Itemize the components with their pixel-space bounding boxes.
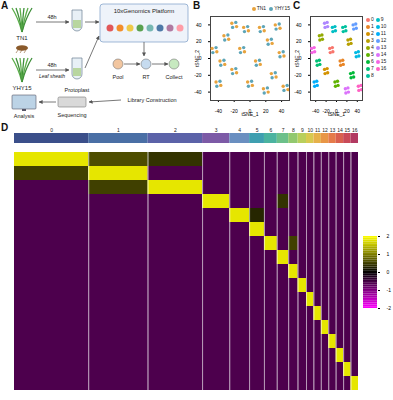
svg-text:1: 1	[117, 127, 120, 133]
html-text:15: 15	[380, 58, 387, 64]
svg-text:Leaf sheath: Leaf sheath	[39, 73, 65, 79]
html-text:3: 3	[371, 37, 374, 43]
svg-text:-40: -40	[215, 108, 222, 114]
svg-text:10: 10	[307, 127, 313, 133]
svg-text:2: 2	[387, 233, 390, 239]
svg-text:16: 16	[352, 127, 358, 133]
svg-text:15: 15	[345, 127, 351, 133]
svg-text:11: 11	[315, 127, 320, 133]
svg-text:8: 8	[292, 127, 295, 133]
svg-text:6: 6	[270, 127, 273, 133]
svg-text:14: 14	[337, 127, 343, 133]
html-text:12: 12	[380, 37, 387, 43]
html-text:16: 16	[380, 65, 387, 71]
svg-text:40: 40	[279, 108, 285, 114]
svg-text:12: 12	[322, 127, 328, 133]
html-text:2: 2	[371, 30, 374, 36]
svg-text:48h: 48h	[47, 14, 56, 20]
html-text:13: 13	[380, 44, 387, 50]
svg-text:0: 0	[387, 269, 390, 275]
svg-text:0: 0	[298, 55, 302, 62]
svg-text:-20: -20	[322, 108, 330, 115]
html-text:TN1: TN1	[256, 5, 267, 11]
html-text:D: D	[1, 122, 9, 133]
html-text:10: 10	[380, 23, 387, 29]
svg-text:-20: -20	[294, 72, 301, 78]
svg-text:YHY15: YHY15	[12, 85, 32, 91]
svg-text:-20: -20	[194, 72, 201, 78]
html-text:4: 4	[371, 44, 374, 50]
html-text:9: 9	[380, 16, 384, 22]
svg-text:tSNE_2: tSNE_2	[194, 50, 200, 67]
html-text:A: A	[1, 0, 9, 11]
svg-text:Library Construction: Library Construction	[127, 97, 176, 103]
svg-text:-40: -40	[194, 89, 201, 95]
html-text:7: 7	[371, 65, 374, 71]
html-text:YHY15: YHY15	[274, 5, 290, 11]
svg-text:0: 0	[50, 127, 53, 133]
svg-text:10xGenomics Platform: 10xGenomics Platform	[114, 8, 175, 14]
svg-text:20: 20	[296, 38, 302, 44]
svg-text:Sequencing: Sequencing	[57, 112, 86, 118]
svg-text:TN1: TN1	[16, 35, 28, 41]
svg-text:20: 20	[344, 108, 350, 115]
svg-text:5: 5	[256, 127, 259, 133]
svg-text:40: 40	[196, 22, 202, 28]
html-text:B: B	[193, 0, 201, 11]
svg-text:7: 7	[282, 127, 285, 133]
svg-text:-2: -2	[387, 305, 392, 311]
svg-text:0: 0	[198, 55, 202, 62]
svg-text:tSNE_1: tSNE_1	[328, 111, 345, 117]
svg-text:-1: -1	[387, 287, 392, 293]
svg-text:Collect: Collect	[166, 74, 183, 80]
svg-text:9: 9	[301, 127, 304, 133]
svg-text:1: 1	[387, 251, 390, 257]
html-text:8: 8	[371, 72, 374, 78]
html-text:6: 6	[371, 58, 374, 64]
svg-text:RT: RT	[142, 74, 150, 80]
html-text:0: 0	[371, 16, 374, 22]
html-text:5: 5	[371, 51, 374, 57]
html-text:11: 11	[380, 30, 386, 36]
svg-text:20: 20	[263, 108, 269, 114]
svg-text:4: 4	[238, 127, 241, 133]
svg-text:tSNE_2: tSNE_2	[294, 50, 300, 67]
svg-text:tSNE_1: tSNE_1	[241, 111, 258, 117]
svg-text:Protoplast: Protoplast	[65, 87, 90, 93]
html-text:14: 14	[380, 51, 387, 57]
svg-text:Analysis: Analysis	[14, 113, 35, 119]
svg-text:40: 40	[296, 22, 302, 28]
svg-text:3: 3	[215, 127, 218, 133]
svg-text:13: 13	[330, 127, 336, 133]
svg-text:-40: -40	[294, 89, 301, 95]
svg-text:-40: -40	[312, 108, 319, 114]
svg-text:Pool: Pool	[112, 74, 123, 80]
svg-text:48h: 48h	[47, 62, 56, 68]
svg-text:40: 40	[355, 108, 361, 114]
svg-text:-20: -20	[231, 108, 238, 114]
svg-text:20: 20	[196, 38, 202, 44]
html-text:1: 1	[371, 23, 374, 29]
html-text:C: C	[293, 0, 301, 11]
svg-text:2: 2	[174, 127, 177, 133]
